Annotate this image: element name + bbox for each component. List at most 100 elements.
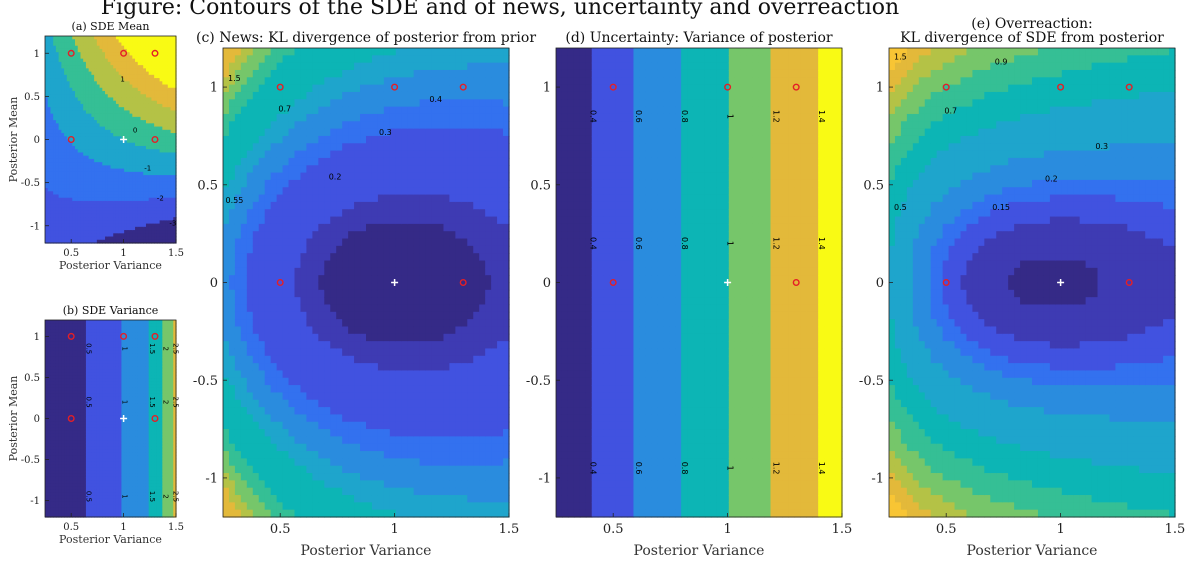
heatmap-cell (148, 139, 153, 144)
heatmap-cell (96, 97, 101, 102)
heatmap-cell (159, 45, 163, 50)
heatmap-cell (94, 116, 98, 121)
heatmap-cell (170, 207, 174, 212)
heatmap-cell (165, 213, 169, 218)
heatmap-cell (126, 200, 131, 205)
heatmap-cell (173, 200, 177, 205)
heatmap-cell (105, 213, 109, 218)
heatmap-cell (94, 207, 98, 212)
heatmap-cell (94, 236, 98, 241)
heatmap-cell (85, 100, 90, 105)
heatmap-cell (55, 55, 60, 60)
heatmap-cell (156, 152, 161, 157)
heatmap-cell (91, 223, 95, 228)
heatmap-cell (154, 87, 158, 92)
heatmap-cell (66, 162, 71, 166)
heatmap-cell (173, 230, 177, 234)
heatmap-cell (64, 129, 68, 134)
heatmap-cell (118, 233, 123, 238)
heatmap-cell (94, 194, 98, 199)
heatmap-cell (162, 204, 166, 209)
heatmap-cell (135, 71, 139, 76)
heatmap-cell (124, 152, 128, 157)
heatmap-cell (55, 152, 60, 157)
heatmap-cell (162, 139, 166, 144)
heatmap-cell (126, 178, 131, 183)
heatmap-cell (132, 223, 136, 228)
heatmap-cell (72, 145, 76, 150)
heatmap-cell (64, 158, 68, 163)
heatmap-cell (50, 239, 54, 244)
heatmap-cell (94, 42, 98, 47)
heatmap-cell (154, 84, 158, 89)
heatmap-cell (156, 87, 161, 92)
heatmap-cell (72, 239, 76, 244)
heatmap-cell (91, 36, 95, 40)
heatmap-cell (94, 113, 98, 118)
heatmap-cell (148, 158, 153, 163)
heatmap-cell (88, 178, 92, 183)
heatmap-cell (85, 168, 90, 173)
heatmap-cell (113, 175, 117, 179)
heatmap-cell (64, 39, 68, 44)
heatmap-cell (69, 194, 73, 199)
heatmap-cell (77, 236, 82, 241)
heatmap-cell (75, 194, 79, 199)
heatmap-cell (156, 200, 161, 205)
heatmap-cell (110, 133, 114, 137)
heatmap-cell (53, 61, 57, 66)
heatmap-cell (162, 110, 166, 115)
heatmap-cell (96, 181, 101, 186)
heatmap-cell (170, 55, 174, 60)
heatmap-cell (85, 230, 90, 234)
heatmap-cell (96, 165, 101, 170)
heatmap-cell (140, 42, 144, 47)
heatmap-cell (53, 52, 57, 56)
heatmap-cell (83, 81, 87, 86)
heatmap-cell (105, 120, 109, 124)
heatmap-cell (64, 197, 68, 202)
heatmap-cell (45, 220, 49, 225)
heatmap-cell (129, 45, 133, 50)
heatmap-cell (99, 149, 103, 154)
heatmap-cell (107, 71, 112, 76)
heatmap-cell (50, 236, 54, 241)
heatmap-cell (124, 165, 128, 170)
y-tick-label: 1 (34, 49, 40, 60)
heatmap-cell (85, 55, 90, 60)
heatmap-cell (47, 81, 52, 86)
heatmap-cell (129, 116, 133, 121)
heatmap-cell (170, 142, 174, 147)
heatmap-cell (50, 81, 54, 86)
heatmap-cell (102, 39, 106, 44)
heatmap-cell (69, 123, 73, 128)
heatmap-cell (115, 200, 120, 205)
heatmap-cell (58, 236, 62, 241)
heatmap-cell (159, 188, 163, 192)
heatmap-cell (162, 136, 166, 141)
heatmap-cell (113, 142, 117, 147)
heatmap-cell (66, 236, 71, 241)
heatmap-cell (124, 39, 128, 44)
heatmap-cell (159, 239, 163, 244)
heatmap-cell (45, 133, 49, 137)
heatmap-cell (53, 139, 57, 144)
heatmap-cell (64, 194, 68, 199)
heatmap-cell (83, 65, 87, 69)
y-axis-label: Posterior Mean (7, 97, 20, 183)
heatmap-cell (107, 107, 112, 111)
heatmap-cell (170, 84, 174, 89)
heatmap-cell (137, 100, 142, 105)
heatmap-cell (173, 65, 177, 69)
heatmap-cell (72, 188, 76, 192)
heatmap-cell (156, 217, 161, 221)
heatmap-cell (137, 52, 142, 56)
heatmap-cell (55, 213, 60, 218)
heatmap-cell (165, 94, 169, 99)
heatmap-cell (75, 171, 79, 176)
heatmap-cell (159, 107, 163, 111)
heatmap-cell (102, 210, 106, 215)
heatmap-cell (143, 120, 147, 124)
heatmap-cell (80, 233, 84, 238)
heatmap-cell (61, 200, 65, 205)
